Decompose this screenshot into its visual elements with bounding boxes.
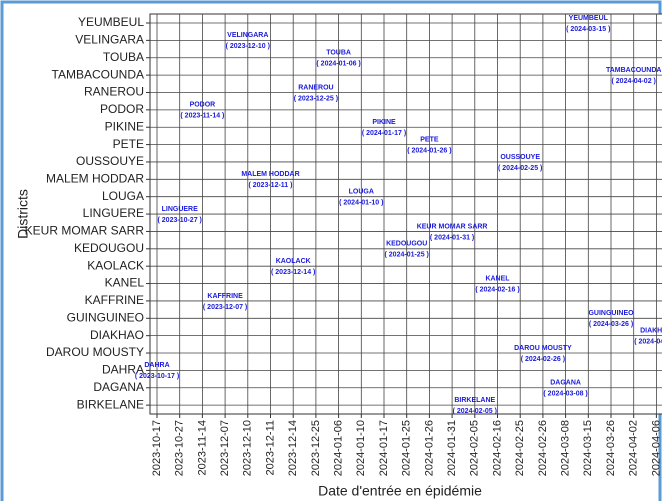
x-axis-label: Date d'entrée en épidémie xyxy=(318,483,482,499)
x-tick-label: 2024-01-10 xyxy=(355,420,367,476)
x-tick-label: 2024-04-02 xyxy=(628,420,640,476)
y-tick-label: BIRKELANE xyxy=(77,397,144,411)
y-tick-label: TAMBACOUNDA xyxy=(52,67,144,81)
annotation-date: ( 2023-11-14 ) xyxy=(180,113,224,120)
y-tick-label: KANEL xyxy=(105,276,145,290)
annotation-name: DIAKHAO xyxy=(640,328,662,335)
annotation-date: ( 2024-02-05 ) xyxy=(453,408,497,415)
annotation-date: ( 2024-01-17 ) xyxy=(362,130,406,137)
annotation-name: KEUR MOMAR SARR xyxy=(417,223,488,230)
x-tick-label: 2024-02-26 xyxy=(537,420,549,476)
annotation-date: ( 2024-01-26 ) xyxy=(407,147,451,154)
annotation-date: ( 2023-12-25 ) xyxy=(294,95,338,102)
annotation-name: MALEM HODDAR xyxy=(241,171,299,178)
y-tick-label: OUSSOUYE xyxy=(76,154,144,168)
annotation-name: DAHRA xyxy=(144,362,169,369)
x-tick-label: 2024-02-16 xyxy=(491,420,503,476)
y-tick-label: TOUBA xyxy=(103,50,144,64)
y-tick-label: KAOLACK xyxy=(87,258,144,272)
y-tick-label: LINGUERE xyxy=(83,206,144,220)
annotation-name: TOUBA xyxy=(326,50,351,57)
annotation-date: ( 2023-12-11 ) xyxy=(249,182,293,189)
annotation-name: PIKINE xyxy=(372,119,396,126)
y-tick-label: DAHRA xyxy=(102,363,144,377)
x-tick-label: 2024-02-05 xyxy=(469,420,481,476)
annotation-name: DAROU MOUSTY xyxy=(514,345,572,352)
annotation-name: GUINGUINEO xyxy=(588,310,634,317)
x-tick-label: 2024-01-25 xyxy=(401,420,413,476)
y-tick-label: KAFFRINE xyxy=(85,293,144,307)
annotation-date: ( 2024-03-08 ) xyxy=(543,391,587,398)
x-tick-label: 2024-01-26 xyxy=(423,420,435,476)
annotation-name: PETE xyxy=(420,136,439,143)
y-tick-label: KEDOUGOU xyxy=(74,241,144,255)
y-axis-label: Districts xyxy=(15,189,31,239)
x-tick-label: 2024-03-08 xyxy=(560,420,572,476)
annotation-date: ( 2024-03-15 ) xyxy=(566,26,610,33)
annotation-date: ( 2024-02-26 ) xyxy=(521,356,565,363)
y-tick-label: DAGANA xyxy=(93,380,144,394)
annotation-date: ( 2023-10-27 ) xyxy=(158,217,202,224)
x-tick-label: 2023-12-07 xyxy=(219,420,231,476)
y-tick-label: PIKINE xyxy=(105,119,144,133)
annotation-name: VELINGARA xyxy=(227,32,268,39)
annotation-date: ( 2024-02-16 ) xyxy=(475,286,519,293)
y-tick-label: DIAKHAO xyxy=(90,328,144,342)
annotation-name: RANEROU xyxy=(298,84,333,91)
y-tick-label: RANEROU xyxy=(84,85,144,99)
x-tick-label: 2023-12-25 xyxy=(310,420,322,476)
annotation-date: ( 2024-02-25 ) xyxy=(498,165,542,172)
x-tick-label: 2024-04-06 xyxy=(650,420,662,476)
annotation-name: YEUMBEUL xyxy=(569,15,609,22)
annotation-date: ( 2023-12-14 ) xyxy=(271,269,315,276)
x-tick-label: 2024-03-15 xyxy=(582,420,594,476)
annotation-date: ( 2024-01-31 ) xyxy=(430,234,474,241)
y-tick-label: MALEM HODDAR xyxy=(46,172,144,186)
x-tick-label: 2024-01-31 xyxy=(446,420,458,476)
x-tick-label: 2023-12-11 xyxy=(264,420,276,475)
annotation-name: LOUGA xyxy=(349,189,374,196)
x-tick-label: 2023-10-17 xyxy=(151,420,163,476)
annotation-date: ( 2024-01-10 ) xyxy=(339,200,383,207)
annotation-name: PODOR xyxy=(190,102,216,109)
annotation-name: TAMBACOUNDA xyxy=(606,67,661,74)
annotation-name: KAOLACK xyxy=(276,258,311,265)
annotation-name: OUSSOUYE xyxy=(500,154,540,161)
y-tick-label: DAROU MOUSTY xyxy=(46,345,144,359)
y-tick-label: LOUGA xyxy=(102,189,144,203)
annotation-name: KAFFRINE xyxy=(207,293,243,300)
annotation-date: ( 2023-12-10 ) xyxy=(226,43,270,50)
x-tick-label: 2023-12-10 xyxy=(242,420,254,476)
annotation-date: ( 2024-01-06 ) xyxy=(316,61,360,68)
x-tick-label: 2023-11-14 xyxy=(196,420,208,475)
annotation-name: KANEL xyxy=(485,275,510,282)
annotation-date: ( 2023-10-17 ) xyxy=(135,373,179,380)
x-tick-label: 2024-01-06 xyxy=(333,420,345,476)
y-tick-label: VELINGARA xyxy=(75,33,144,47)
annotation-name: LINGUERE xyxy=(162,206,199,213)
x-tick-label: 2024-03-26 xyxy=(605,420,617,476)
annotation-date: ( 2023-12-07 ) xyxy=(203,304,247,311)
annotation-name: KEDOUGOU xyxy=(386,241,427,248)
x-tick-label: 2024-02-25 xyxy=(514,420,526,476)
x-tick-label: 2023-10-27 xyxy=(174,420,186,476)
annotation-date: ( 2024-04-06 ) xyxy=(634,339,662,346)
annotation-name: DAGANA xyxy=(550,380,581,387)
y-tick-label: YEUMBEUL xyxy=(78,15,144,29)
y-tick-label: KEUR MOMAR SARR xyxy=(25,224,145,238)
x-tick-label: 2023-12-14 xyxy=(287,420,299,476)
y-tick-label: PETE xyxy=(113,137,144,151)
annotation-name: BIRKELANE xyxy=(454,397,495,404)
y-tick-label: GUINGUINEO xyxy=(67,310,144,324)
x-tick-label: 2024-01-17 xyxy=(378,420,390,476)
annotation-date: ( 2024-03-26 ) xyxy=(589,321,633,328)
annotation-date: ( 2024-01-25 ) xyxy=(385,252,429,259)
annotation-date: ( 2024-04-02 ) xyxy=(612,78,656,85)
y-tick-label: PODOR xyxy=(100,102,144,116)
